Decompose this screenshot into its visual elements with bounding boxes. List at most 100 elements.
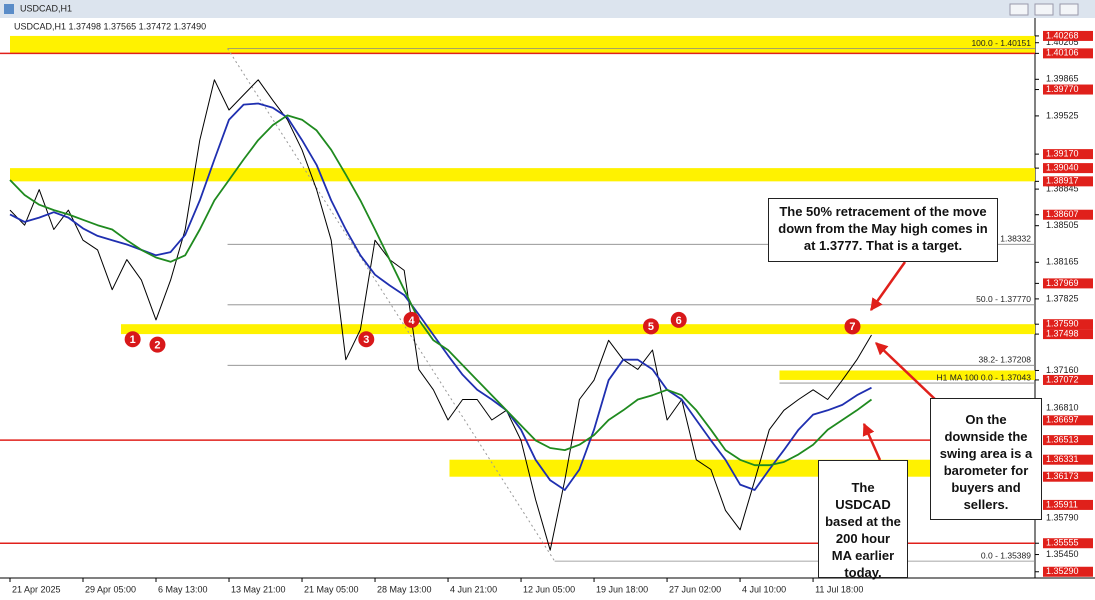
arrow bbox=[869, 261, 907, 312]
fibonacci-label: 0.0 - 1.35389 bbox=[981, 550, 1031, 560]
swing-marker bbox=[403, 311, 420, 328]
y-tick-highlight bbox=[1043, 454, 1093, 465]
swing-marker bbox=[124, 331, 141, 348]
support-resistance-zone bbox=[779, 370, 1035, 380]
y-tick-highlight bbox=[1043, 209, 1093, 220]
y-tick-label: 1.36513 bbox=[1046, 434, 1079, 444]
x-tick-label: 13 May 21:00 bbox=[231, 584, 286, 594]
x-tick-label: 21 May 05:00 bbox=[304, 584, 359, 594]
window-icon bbox=[4, 4, 14, 14]
swing-marker bbox=[844, 318, 861, 335]
y-tick-highlight bbox=[1043, 84, 1093, 95]
y-tick-label: 1.38607 bbox=[1046, 209, 1079, 219]
arrow bbox=[862, 422, 882, 461]
y-tick-label: 1.39865 bbox=[1046, 74, 1079, 84]
chart-header: USDCAD,H1 1.37498 1.37565 1.37472 1.3749… bbox=[14, 21, 206, 31]
annotation: On the downside the swing area is a baro… bbox=[930, 398, 1042, 520]
fibonacci-label: H1 MA 100 0.0 - 1.37043 bbox=[936, 372, 1031, 382]
restore-button[interactable] bbox=[1034, 3, 1054, 16]
y-tick-highlight bbox=[1043, 374, 1093, 385]
y-tick-highlight bbox=[1043, 329, 1093, 340]
y-tick-label: 1.40106 bbox=[1046, 48, 1079, 58]
y-tick-label: 1.38845 bbox=[1046, 183, 1079, 193]
x-tick-label: 12 Jun 05:00 bbox=[523, 584, 575, 594]
moving-average bbox=[9, 114, 873, 467]
price-line bbox=[9, 79, 872, 551]
y-tick-label: 1.36173 bbox=[1046, 471, 1079, 481]
y-tick-label: 1.38917 bbox=[1046, 176, 1079, 186]
fibonacci-label: 100.0 - 1.40151 bbox=[971, 38, 1031, 48]
y-tick-label: 1.38505 bbox=[1046, 220, 1079, 230]
x-tick-label: 4 Jul 10:00 bbox=[742, 584, 786, 594]
x-tick-label: 28 May 13:00 bbox=[377, 584, 432, 594]
swing-marker-label: 3 bbox=[363, 334, 369, 346]
y-tick-label: 1.37160 bbox=[1046, 365, 1079, 375]
y-tick-highlight bbox=[1043, 471, 1093, 482]
y-tick-label: 1.37590 bbox=[1046, 319, 1079, 329]
swing-marker-label: 6 bbox=[676, 315, 682, 327]
swing-marker-label: 1 bbox=[130, 334, 136, 346]
swing-marker-label: 4 bbox=[408, 315, 415, 327]
y-tick-label: 1.39170 bbox=[1046, 148, 1079, 158]
y-tick-label: 1.38165 bbox=[1046, 257, 1079, 267]
x-tick-label: 4 Jun 21:00 bbox=[450, 584, 497, 594]
y-tick-label: 1.39770 bbox=[1046, 84, 1079, 94]
y-tick-label: 1.35790 bbox=[1046, 512, 1079, 522]
y-tick-label: 1.35911 bbox=[1046, 499, 1078, 509]
swing-marker-label: 2 bbox=[154, 340, 160, 352]
y-tick-label: 1.37498 bbox=[1046, 328, 1079, 338]
support-resistance-zone bbox=[120, 324, 1036, 335]
y-tick-label: 1.35290 bbox=[1046, 566, 1079, 576]
x-tick-label: 19 Jun 18:00 bbox=[596, 584, 648, 594]
support-resistance-zone bbox=[10, 35, 1035, 54]
x-tick-label: 21 Apr 2025 bbox=[12, 584, 61, 594]
swing-marker bbox=[642, 318, 659, 335]
swing-marker bbox=[149, 336, 166, 353]
y-tick-highlight bbox=[1043, 566, 1093, 577]
annotation: The 50% retracement of the move down fro… bbox=[768, 198, 998, 262]
x-tick-label: 11 Jul 18:00 bbox=[815, 584, 863, 594]
annotation: The USDCAD based at the 200 hour MA earl… bbox=[818, 460, 908, 580]
y-tick-label: 1.39040 bbox=[1046, 162, 1079, 172]
y-tick-label: 1.37072 bbox=[1046, 374, 1079, 384]
y-tick-label: 1.39525 bbox=[1046, 110, 1079, 120]
x-tick-label: 27 Jun 02:00 bbox=[669, 584, 721, 594]
y-tick-highlight bbox=[1043, 415, 1093, 426]
fibonacci-trendline bbox=[227, 48, 556, 562]
y-tick-highlight bbox=[1043, 278, 1093, 289]
y-tick-label: 1.35555 bbox=[1046, 538, 1079, 548]
fibonacci-label: 38.2- 1.37208 bbox=[979, 355, 1032, 365]
y-tick-highlight bbox=[1043, 48, 1093, 59]
y-tick-highlight bbox=[1043, 149, 1093, 160]
x-tick-label: 6 May 13:00 bbox=[158, 584, 208, 594]
y-tick-highlight bbox=[1043, 176, 1093, 187]
title-bar bbox=[0, 0, 1095, 18]
window-title: USDCAD,H1 bbox=[20, 3, 72, 13]
fibonacci-label: 50.0 - 1.37770 bbox=[976, 294, 1031, 304]
swing-marker-label: 5 bbox=[648, 321, 654, 333]
arrow bbox=[875, 342, 939, 403]
swing-marker bbox=[670, 311, 687, 328]
y-tick-label: 1.36331 bbox=[1046, 454, 1079, 464]
minimize-button[interactable] bbox=[1009, 3, 1029, 16]
y-tick-highlight bbox=[1043, 435, 1093, 446]
y-tick-label: 1.37825 bbox=[1046, 293, 1079, 303]
y-tick-highlight bbox=[1043, 538, 1093, 549]
support-resistance-zone bbox=[10, 168, 1035, 182]
y-tick-highlight bbox=[1043, 30, 1093, 41]
swing-marker bbox=[358, 331, 375, 348]
swing-marker-label: 7 bbox=[849, 321, 855, 333]
y-tick-label: 1.36697 bbox=[1046, 415, 1079, 425]
y-tick-highlight bbox=[1043, 499, 1093, 510]
y-tick-label: 1.40205 bbox=[1046, 37, 1079, 47]
y-tick-highlight bbox=[1043, 319, 1093, 330]
y-tick-label: 1.40268 bbox=[1046, 30, 1079, 40]
y-tick-label: 1.37969 bbox=[1046, 278, 1079, 288]
y-tick-label: 1.35450 bbox=[1046, 549, 1079, 559]
fibonacci-label: 61.8 - 1.38332 bbox=[976, 234, 1031, 244]
moving-average bbox=[9, 102, 872, 491]
y-tick-label: 1.36810 bbox=[1046, 403, 1079, 413]
close-button[interactable] bbox=[1059, 3, 1079, 16]
y-tick-highlight bbox=[1043, 163, 1093, 174]
